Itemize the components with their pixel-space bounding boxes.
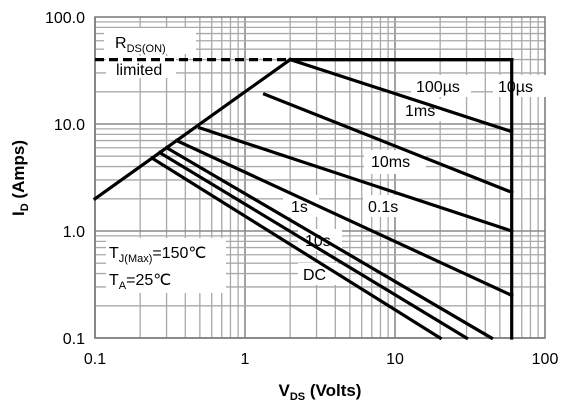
curve-label: 10s — [305, 233, 331, 250]
curve-label: 0.1s — [368, 199, 398, 216]
soa-curve-1ms — [262, 92, 514, 195]
label-background — [493, 75, 547, 97]
curve-label: DC — [303, 267, 326, 284]
curve-label: 10µs — [498, 79, 533, 96]
curve-label: 1s — [291, 199, 308, 216]
y-tick-label: 1.0 — [63, 224, 85, 241]
soa-curve-10s — [157, 150, 469, 341]
soa-curve-01s — [174, 138, 514, 298]
rdson-label-limited: limited — [116, 62, 162, 79]
axes: 0.1 1 10 100 0.1 1.0 10.0 100.0 VDS (Volts) ID (A… — [9, 10, 558, 403]
label-background — [411, 75, 471, 97]
y-tick-label: 10.0 — [54, 117, 85, 134]
y-axis-label: ID (Amps) — [9, 140, 31, 216]
soa-curve-100s — [288, 57, 514, 134]
curve-label: 100µs — [416, 79, 460, 96]
rdson-label: RDS(ON) — [115, 35, 166, 55]
plot-frame — [94, 16, 546, 339]
y-tick-label: 100.0 — [45, 10, 85, 27]
soa-curve-DC — [149, 155, 443, 341]
x-axis-label: VDS (Volts) — [279, 381, 362, 403]
label-background — [106, 56, 176, 78]
curve-labels: 10µs 100µs 1ms 10ms 0.1s 1s 10s DC RDS(ON) limite… — [109, 35, 533, 292]
label-background — [363, 195, 411, 217]
label-background — [104, 28, 196, 54]
y-tick-label: 0.1 — [63, 331, 85, 348]
label-background — [106, 238, 226, 293]
curve-label: 1ms — [405, 103, 435, 120]
soa-curve-10ms — [197, 125, 514, 234]
rdson-limit-line — [92, 57, 293, 202]
condition-label: TJ(Max)=150℃ — [109, 245, 206, 265]
condition-label: TA=25℃ — [109, 272, 171, 292]
curve-label: 10ms — [371, 154, 410, 171]
soa-curve-1s — [164, 145, 494, 341]
x-tick-label: 0.1 — [84, 351, 106, 368]
x-tick-label: 100 — [532, 351, 559, 368]
x-tick-label: 1 — [241, 351, 250, 368]
x-tick-label: 10 — [386, 351, 404, 368]
curves — [92, 28, 547, 341]
plot-border — [94, 16, 546, 339]
